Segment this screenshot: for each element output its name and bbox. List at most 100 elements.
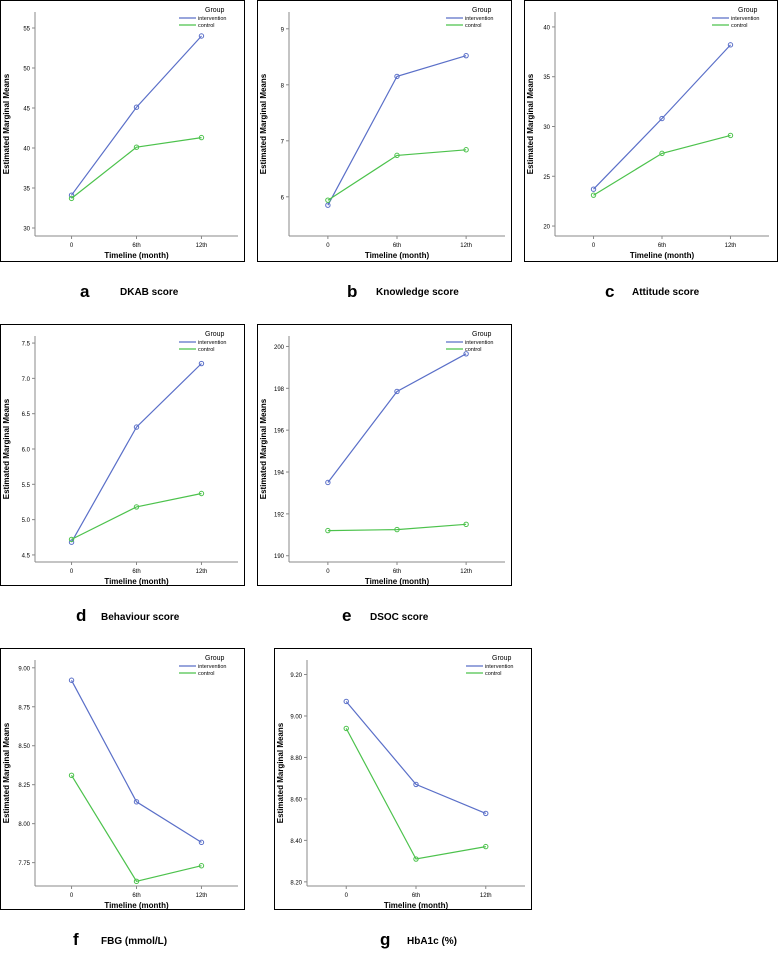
y-tick-label: 7.75 xyxy=(18,861,30,867)
panel-frame xyxy=(0,0,245,262)
data-point-intervention xyxy=(133,104,140,110)
data-point-control xyxy=(590,192,597,198)
data-point-intervention xyxy=(133,799,140,805)
data-point-intervention xyxy=(463,52,469,59)
chart-panel-a: 30 35 40 45 50 55 0 6th 12th Timeline (month) Esti… xyxy=(0,0,245,262)
data-point-intervention xyxy=(68,677,75,683)
data-point-intervention xyxy=(198,839,205,846)
legend-entry-intervention: intervention xyxy=(485,664,513,670)
chart-panel-d: 4.5 5.0 5.5 6.0 6.5 7.0 7.5 0 6th 12th Timeline (m… xyxy=(0,324,245,586)
x-axis-label: Timeline (month) xyxy=(384,901,449,910)
x-tick-label: 6th xyxy=(132,243,140,249)
panel-letter-c: c xyxy=(605,282,615,301)
x-tick-label: 12th xyxy=(196,893,208,899)
x-tick-label: 12th xyxy=(196,569,208,575)
panel-letter-a: a xyxy=(80,282,90,301)
legend-entry-intervention: intervention xyxy=(198,340,226,346)
series-line-intervention xyxy=(327,353,467,483)
data-point-control xyxy=(463,147,469,153)
panel-frame xyxy=(0,648,245,910)
x-tick-label: 6th xyxy=(132,893,140,899)
data-point-intervention xyxy=(659,115,665,122)
y-tick-label: 6.0 xyxy=(22,448,31,454)
data-point-control xyxy=(68,772,75,779)
legend-entry-control: control xyxy=(465,23,482,29)
x-tick-label: 12th xyxy=(460,243,472,249)
x-tick-label: 6th xyxy=(412,893,420,899)
caption-d: Behaviour score xyxy=(101,612,180,623)
y-axis-label: Estimated Marginal Means xyxy=(526,73,535,174)
chart-panel-c: 20 25 30 35 40 0 6th 12th Timeline (month) Estima… xyxy=(524,0,778,262)
y-tick-label: 190 xyxy=(274,554,285,560)
legend-title: Group xyxy=(205,331,225,338)
legend-entry-intervention: intervention xyxy=(198,16,226,22)
panel-letter-e: e xyxy=(342,606,352,625)
y-tick-label: 196 xyxy=(274,429,285,435)
x-tick-label: 0 xyxy=(345,893,349,899)
data-point-control xyxy=(659,150,665,157)
x-tick-label: 12th xyxy=(480,893,492,899)
data-point-intervention xyxy=(413,781,419,788)
legend-title: Group xyxy=(472,7,492,14)
chart-panel-e: 190 192 194 196 198 200 0 6th 12th Timeline (mont… xyxy=(257,324,512,586)
data-point-control xyxy=(198,134,205,141)
x-tick-label: 0 xyxy=(326,243,330,249)
data-point-control xyxy=(343,725,349,732)
series-line-control xyxy=(593,134,731,196)
panel-frame xyxy=(257,324,512,586)
y-tick-label: 192 xyxy=(274,512,285,518)
series-line-intervention xyxy=(70,680,202,843)
data-point-control xyxy=(413,856,419,862)
y-tick-label: 25 xyxy=(543,175,550,181)
x-tick-label: 0 xyxy=(70,569,74,575)
data-point-control xyxy=(68,536,75,543)
y-tick-label: 30 xyxy=(543,125,550,131)
y-axis-label: Estimated Marginal Means xyxy=(2,398,11,499)
data-point-intervention xyxy=(394,388,400,395)
x-tick-label: 12th xyxy=(460,569,472,575)
series-line-control xyxy=(327,149,467,201)
data-point-control xyxy=(325,197,331,203)
y-tick-label: 8.80 xyxy=(290,756,302,762)
y-tick-label: 45 xyxy=(23,107,30,113)
series-line-intervention xyxy=(593,44,731,190)
y-tick-label: 9 xyxy=(281,27,285,33)
caption-e: DSOC score xyxy=(370,612,429,623)
y-tick-label: 8.75 xyxy=(18,705,30,711)
caption-f: FBG (mmol/L) xyxy=(101,936,168,947)
y-tick-label: 40 xyxy=(23,147,30,153)
y-tick-label: 8.20 xyxy=(290,880,302,886)
data-point-control xyxy=(325,527,331,534)
series-line-intervention xyxy=(327,55,467,206)
y-tick-label: 55 xyxy=(23,27,30,33)
y-axis-label: Estimated Marginal Means xyxy=(2,73,11,174)
legend-entry-intervention: intervention xyxy=(731,16,759,22)
legend-title: Group xyxy=(472,331,492,338)
legend-title: Group xyxy=(205,655,225,662)
data-point-intervention xyxy=(325,202,331,208)
series-line-intervention xyxy=(70,363,202,543)
y-tick-label: 9.00 xyxy=(18,666,30,672)
y-tick-label: 8.50 xyxy=(18,744,30,750)
legend-title: Group xyxy=(205,7,225,14)
data-point-control xyxy=(483,843,489,850)
panel-frame xyxy=(274,648,532,910)
series-line-intervention xyxy=(71,35,202,196)
x-axis-label: Timeline (month) xyxy=(104,901,169,910)
y-tick-label: 6.5 xyxy=(22,412,31,418)
y-tick-label: 8 xyxy=(281,83,285,89)
x-tick-label: 12th xyxy=(196,243,208,249)
x-tick-label: 6th xyxy=(393,243,401,249)
y-tick-label: 4.5 xyxy=(22,553,31,559)
caption-c: Attitude score xyxy=(632,287,700,298)
y-tick-label: 5.5 xyxy=(22,483,31,489)
chart-panel-g: 8.20 8.40 8.60 8.80 9.00 9.20 0 6th 12th Timeline… xyxy=(274,648,532,910)
y-axis-label: Estimated Marginal Means xyxy=(259,73,268,174)
y-axis-label: Estimated Marginal Means xyxy=(259,398,268,499)
data-point-control xyxy=(68,195,75,202)
legend-entry-intervention: intervention xyxy=(465,16,493,22)
x-axis-label: Timeline (month) xyxy=(365,577,430,586)
data-point-control xyxy=(394,526,400,533)
series-line-control xyxy=(70,774,202,882)
